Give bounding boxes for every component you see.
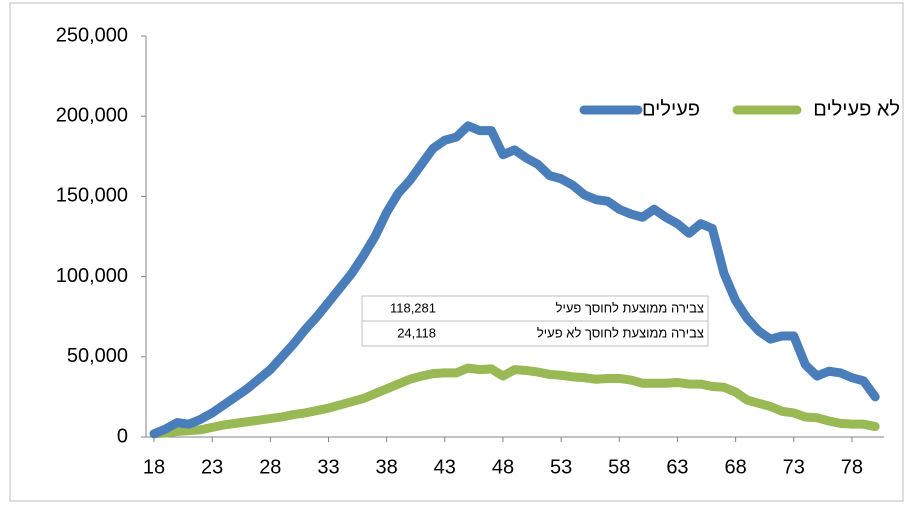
y-tick-label: 250,000 <box>56 24 128 46</box>
y-tick-label: 0 <box>117 425 128 447</box>
series-line <box>149 121 880 439</box>
legend-label: לא פעילים <box>813 98 900 120</box>
x-tick-label: 28 <box>259 456 281 478</box>
legend-label: פעילים <box>642 98 700 120</box>
x-tick-label: 48 <box>492 456 514 478</box>
x-tick-label: 53 <box>550 456 572 478</box>
y-tick-label: 200,000 <box>56 104 128 126</box>
x-tick-label: 18 <box>143 456 165 478</box>
annotation-label: צבירה ממוצעת לחוסך פעיל <box>556 300 704 315</box>
annotation-value: 118,281 <box>390 300 436 315</box>
x-tick-label: 73 <box>783 456 805 478</box>
x-tick-label: 38 <box>376 456 398 478</box>
y-tick-label: 100,000 <box>56 265 128 287</box>
chart-frame <box>9 2 904 502</box>
x-tick-label: 33 <box>317 456 339 478</box>
series-line <box>149 363 880 439</box>
x-tick-label: 78 <box>841 456 863 478</box>
x-tick-label: 23 <box>201 456 223 478</box>
y-tick-label: 50,000 <box>67 345 128 367</box>
x-tick-label: 63 <box>666 456 688 478</box>
annotation-label: צבירה ממוצעת לחוסך לא פעיל <box>537 325 704 340</box>
x-tick-label: 58 <box>608 456 630 478</box>
x-tick-label: 43 <box>434 456 456 478</box>
x-tick-label: 68 <box>724 456 746 478</box>
y-tick-label: 150,000 <box>56 185 128 207</box>
annotation-value: 24,118 <box>397 325 436 340</box>
